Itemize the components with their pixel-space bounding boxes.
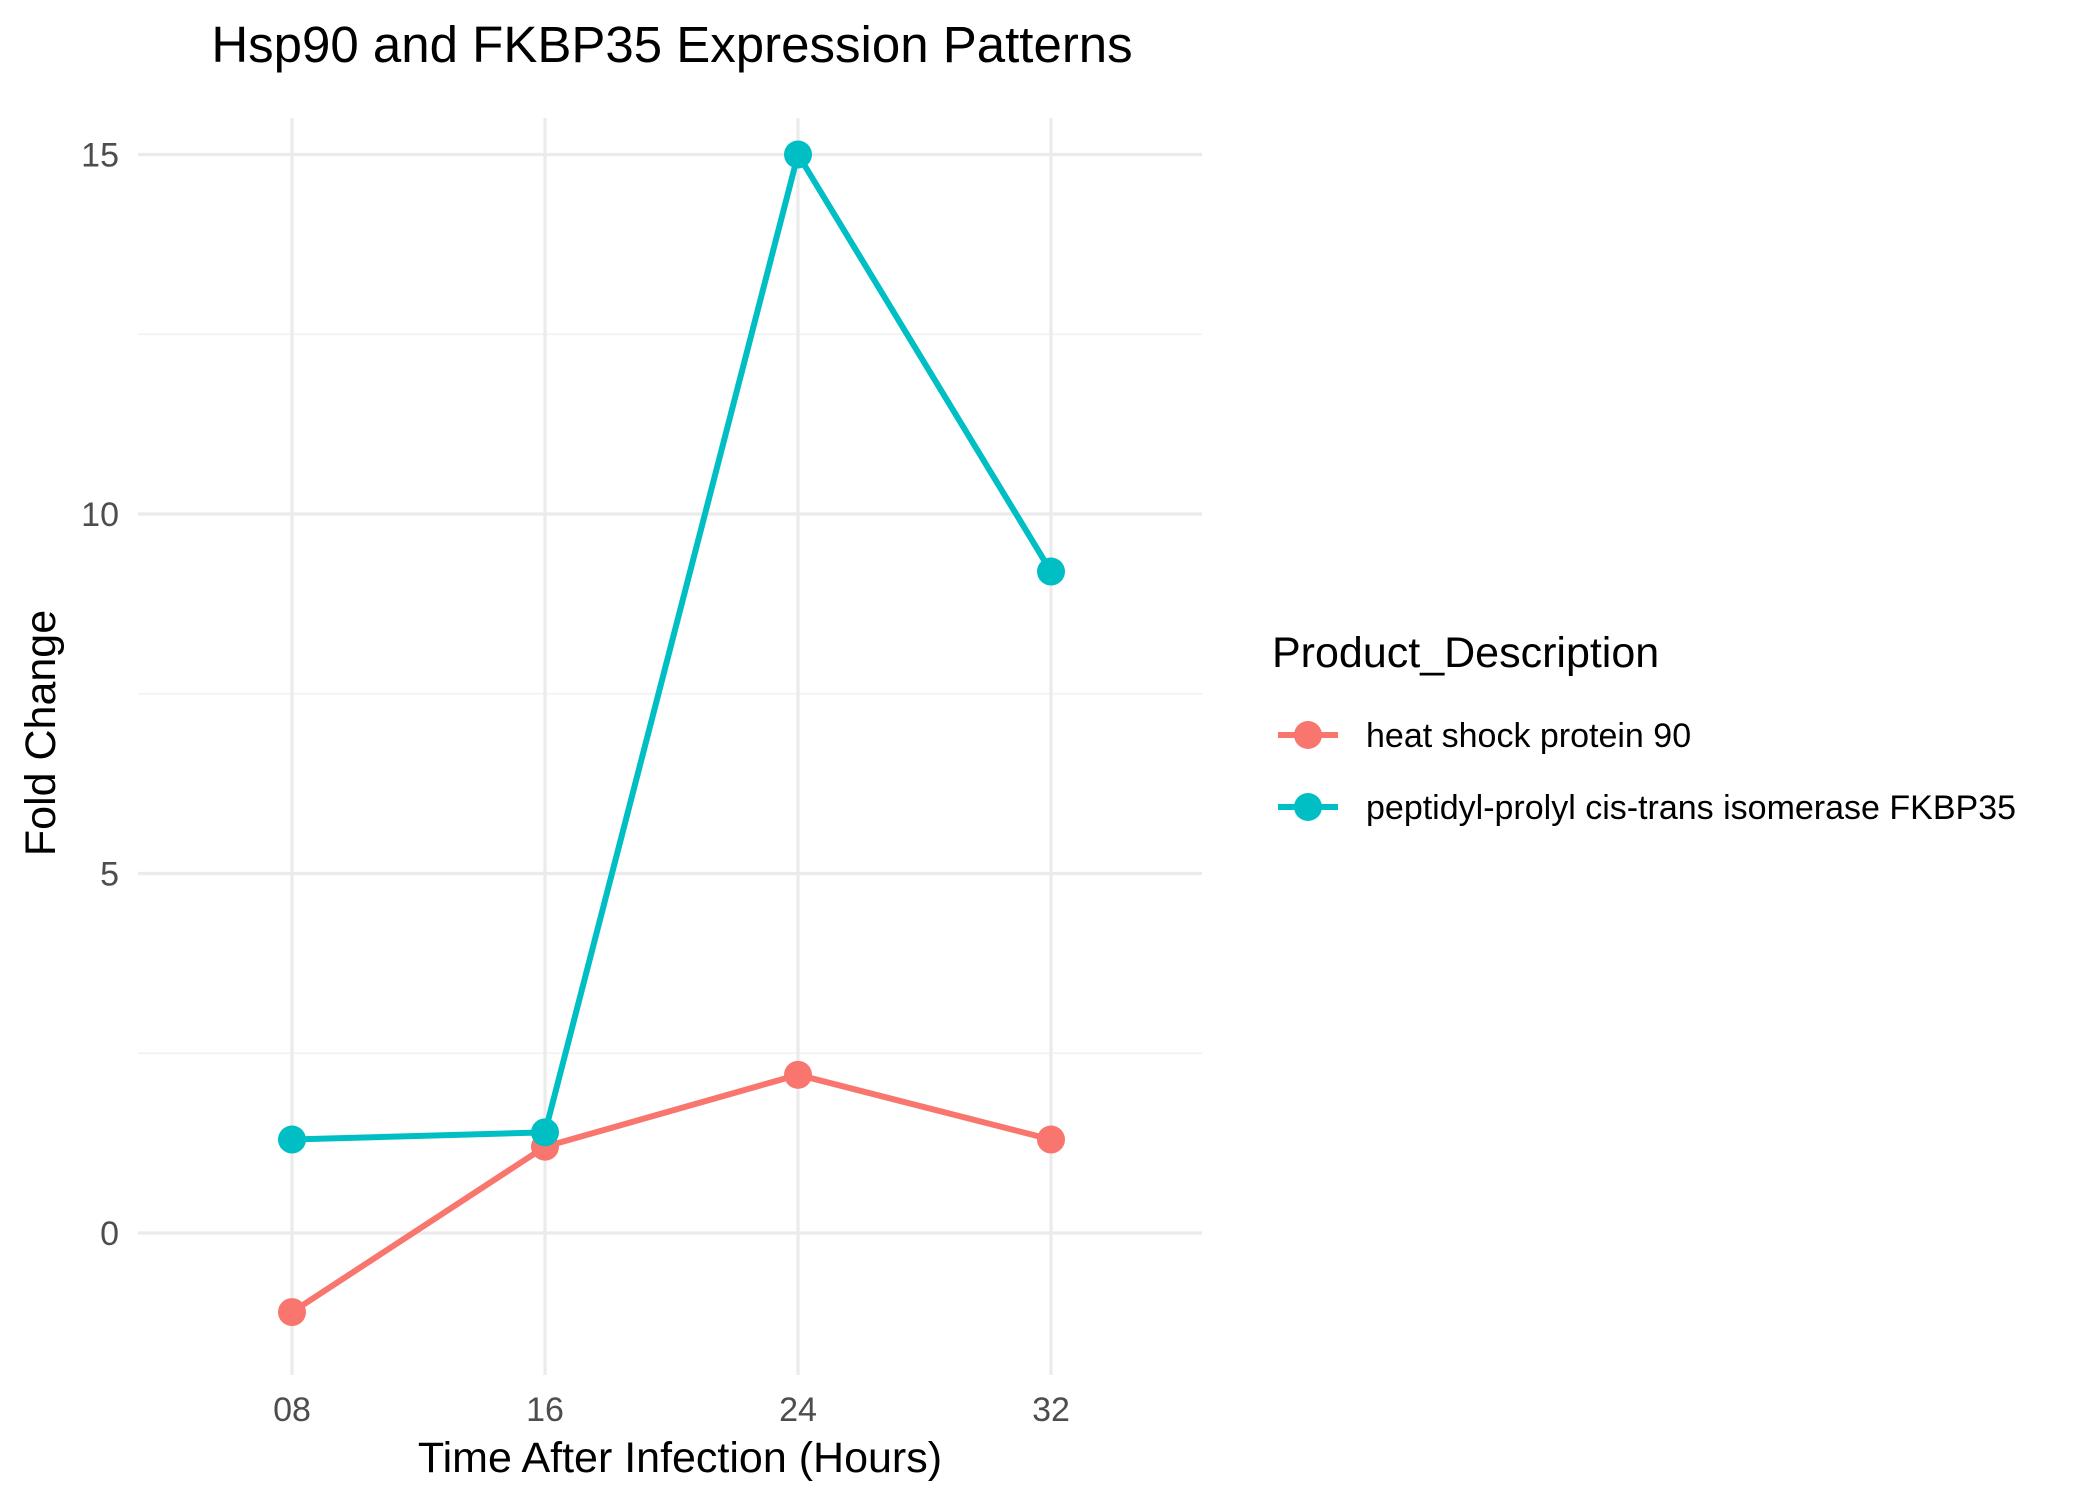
x-tick-label: 08 bbox=[273, 1391, 311, 1429]
legend-label: peptidyl-prolyl cis-trans isomerase FKBP… bbox=[1366, 789, 2016, 827]
minor-gridlines bbox=[138, 333, 1202, 1055]
y-tick-label: 5 bbox=[100, 856, 119, 894]
legend: Product_Description heat shock protein 9… bbox=[1272, 629, 2016, 827]
series-line-1 bbox=[291, 151, 1054, 1143]
legend-item-1: peptidyl-prolyl cis-trans isomerase FKBP… bbox=[1278, 789, 2016, 827]
legend-title: Product_Description bbox=[1272, 629, 1659, 677]
legend-items: heat shock protein 90 peptidyl-prolyl cis… bbox=[1278, 717, 2016, 827]
x-tick-label: 16 bbox=[526, 1391, 564, 1429]
legend-key-point bbox=[1294, 721, 1322, 749]
x-tick-label: 24 bbox=[779, 1391, 817, 1429]
y-axis-title: Fold Change bbox=[17, 610, 65, 856]
series-1 bbox=[278, 140, 1065, 1154]
y-axis-ticks: 0 5 10 15 bbox=[81, 137, 119, 1254]
y-tick-label: 15 bbox=[81, 137, 119, 175]
chart-title: Hsp90 and FKBP35 Expression Patterns bbox=[211, 16, 1132, 73]
y-tick-label: 10 bbox=[81, 496, 119, 534]
legend-item-0: heat shock protein 90 bbox=[1278, 717, 1691, 755]
legend-key-point bbox=[1294, 793, 1322, 821]
x-axis-title: Time After Infection (Hours) bbox=[418, 1434, 942, 1482]
data-point bbox=[784, 140, 812, 169]
series-0 bbox=[278, 1060, 1065, 1327]
y-tick-label: 0 bbox=[100, 1215, 119, 1253]
x-tick-label: 32 bbox=[1032, 1391, 1070, 1429]
major-gridlines bbox=[138, 118, 1202, 1375]
series-line-0 bbox=[290, 1071, 1052, 1315]
series-group bbox=[278, 140, 1065, 1327]
data-point bbox=[784, 1060, 812, 1089]
legend-label: heat shock protein 90 bbox=[1366, 717, 1691, 755]
data-point bbox=[1037, 1125, 1065, 1154]
data-point bbox=[278, 1125, 306, 1154]
x-axis-ticks: 08 16 24 32 bbox=[273, 1391, 1070, 1429]
data-point bbox=[278, 1298, 306, 1327]
data-point bbox=[1037, 557, 1065, 586]
data-point bbox=[531, 1118, 559, 1147]
